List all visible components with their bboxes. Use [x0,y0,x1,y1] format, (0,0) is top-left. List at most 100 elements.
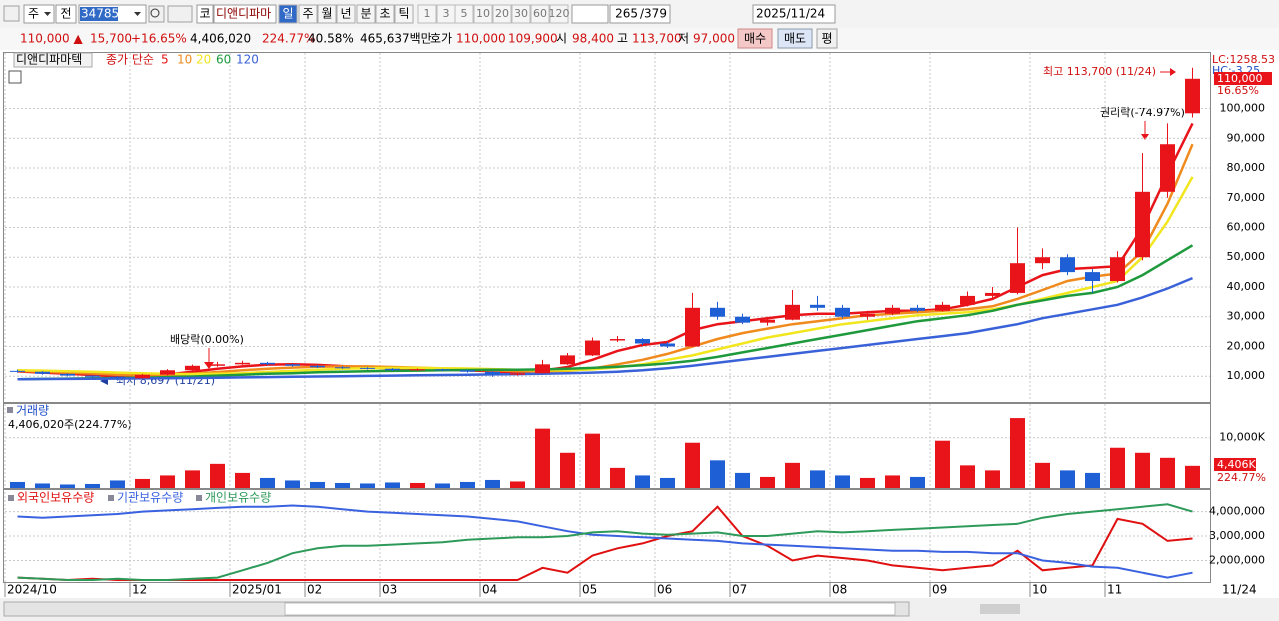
y-tick-label: 4,000,000 [1209,505,1265,518]
volume-bar [135,478,150,488]
y-tick-label: 100,000 [1220,102,1266,115]
series-line [17,504,1193,579]
annotation: 최고 113,700 (11/24) [1043,65,1156,78]
count-box[interactable] [609,4,671,24]
x-tick-label: 06 [657,583,672,597]
legend-entry: 외국인보유수량 [17,491,94,505]
y-tick-label: 30,000 [1227,310,1266,323]
date-box[interactable] [752,4,836,24]
high: 113,700 [632,32,682,46]
zoom-slider[interactable] [980,604,1020,614]
period-label: 초 [379,7,390,21]
period-button[interactable] [317,4,337,24]
candle-body [435,369,450,371]
interval-label: 20 [495,7,509,20]
buy-button[interactable] [737,28,773,49]
menu-icon[interactable] [3,5,20,22]
period-button[interactable] [356,4,376,24]
x-tick-label: 12 [132,583,147,597]
period-button[interactable] [278,4,298,24]
legend-entry: 20 [196,53,211,67]
grid-icon[interactable] [8,70,22,84]
interval-button[interactable] [549,4,569,24]
volume-panel [3,403,1211,489]
turnover: 40.58% [308,32,354,46]
candle-body [310,365,325,368]
candle-body [860,313,875,317]
tool-icons[interactable] [676,6,748,22]
y-tick-label: 60,000 [1227,221,1266,234]
volume-bar [685,442,700,488]
interval-button[interactable] [473,4,493,24]
x-tick-label: 05 [582,583,597,597]
legend-label: 종가 단순 [106,53,154,67]
code-type[interactable] [196,4,214,24]
volume-bar [1010,418,1025,488]
interval-button[interactable] [417,4,437,24]
period-button[interactable] [336,4,356,24]
compare-button[interactable] [55,4,77,24]
x-tick-label: 07 [732,583,747,597]
candle-body [1060,257,1075,273]
market-select[interactable] [23,4,55,24]
interval-label: 30 [514,7,528,20]
price: 110,000 ▲ [20,32,83,46]
dropdown-arrow [44,12,51,16]
sound-button[interactable] [167,5,193,23]
volume-bar [335,482,350,488]
dropdown-arrow [134,12,141,16]
volume-bar [935,440,950,488]
candle-body [460,370,475,372]
volume-bar [635,475,650,488]
period-label: 월 [321,7,332,21]
volume-bar [235,472,250,488]
bid: 109,900 [508,32,558,46]
period-label: 년 [340,7,351,21]
candle-body [1185,78,1200,114]
period-button[interactable] [394,4,414,24]
volume-bar [1135,452,1150,488]
eval-label: 평 [821,32,832,46]
interval-label: 120 [549,7,570,20]
volume-bar [360,483,375,488]
interval-input[interactable] [571,4,609,24]
interval-button[interactable] [530,4,550,24]
candle-body [410,369,425,371]
candle-body [135,374,150,379]
interval-label: 1 [424,7,431,20]
scroll-thumb[interactable] [284,602,896,616]
eval-button[interactable] [816,28,838,49]
candle-body [85,375,100,377]
period-button[interactable] [375,4,395,24]
legend-entry: 120 [236,53,259,67]
x-tick-label: 2024/10 [7,583,57,597]
count: 265 [615,7,638,21]
interval-button[interactable] [454,4,474,24]
candle-body [10,370,25,372]
period-button[interactable] [298,4,318,24]
interval-button[interactable] [511,4,531,24]
series-line [17,276,1193,381]
legend-marker [7,407,13,413]
volume-bar [735,472,750,488]
period-label: 틱 [398,7,409,21]
legend-entry: 5 [161,53,169,67]
volume-bar [760,476,775,488]
x-tick-label: 03 [382,583,397,597]
volume-ratio: 224.77% [262,32,315,46]
period-label: 주 [302,7,313,21]
trade-value: 465,637백만 [360,32,432,46]
candle-body [510,373,525,375]
ask-label: 호가 [430,32,452,46]
y-tick-label: 50,000 [1227,250,1266,263]
volume-bar [660,477,675,488]
y-tick-label: 90,000 [1227,131,1266,144]
volume-bar [710,460,725,488]
legend-entry: 10 [177,53,192,67]
candle-body [285,364,300,366]
candle-body [785,304,800,320]
sell-button[interactable] [777,28,813,49]
interval-button[interactable] [492,4,512,24]
code-type-label: 코 [199,7,210,21]
candle-body [60,373,75,376]
